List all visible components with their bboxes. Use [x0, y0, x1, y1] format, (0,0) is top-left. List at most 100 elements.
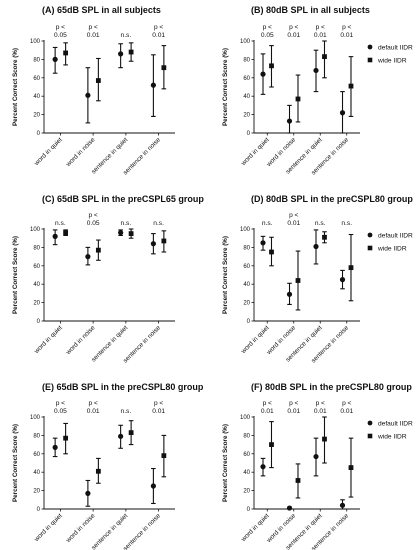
data-point-square: [128, 430, 134, 436]
significance-label: p <: [342, 24, 351, 31]
legend-label: wide IIDR: [377, 245, 407, 252]
y-tick-label: 20: [33, 113, 40, 119]
chart-panel-b: (B) 80dB SPL in all subjects Percent Corr…: [222, 5, 413, 177]
x-category-label: word in quiet: [32, 324, 63, 355]
data-point-circle: [339, 277, 346, 283]
x-category-label: word in noise: [64, 324, 97, 357]
data-point-circle: [286, 291, 293, 297]
significance-label: p <: [289, 400, 298, 407]
panel-title: (B) 80dB SPL in all subjects: [251, 5, 370, 15]
significance-label: n.s.: [315, 220, 326, 227]
data-point-circle: [260, 464, 266, 470]
legend-label: wide IIDR: [377, 433, 407, 440]
significance-label: 0.01: [287, 408, 300, 415]
y-tick-label: 20: [243, 301, 250, 307]
data-point-square: [128, 231, 134, 236]
significance-label: p <: [342, 400, 351, 407]
data-point-square: [269, 249, 274, 255]
x-category-label: word in quiet: [32, 136, 63, 167]
chart-panel-d: (D) 80dB SPL in the preCSPL80 group Perce…: [222, 194, 413, 365]
significance-label: n.s.: [262, 220, 273, 227]
data-point-circle: [118, 230, 124, 236]
data-point-square: [63, 435, 69, 441]
y-tick-label: 100: [30, 39, 41, 45]
y-tick-label: 100: [240, 227, 251, 233]
legend: default IIDR wide IIDR: [367, 232, 413, 252]
panel-title: (D) 80dB SPL in the preCSPL80 group: [251, 194, 413, 204]
y-tick-label: 20: [243, 113, 250, 119]
legend-marker-square: [367, 57, 373, 63]
significance-label: 0.01: [87, 32, 100, 39]
data-point-circle: [339, 110, 346, 116]
y-tick-label: 40: [33, 470, 40, 476]
y-tick-label: 60: [33, 452, 40, 458]
y-tick-label: 80: [33, 433, 40, 439]
data-point-square: [295, 478, 301, 483]
data-point-square: [161, 65, 167, 71]
y-axis-label: Percent Correct Score (%): [12, 236, 19, 314]
legend-marker-square: [367, 245, 373, 251]
panel-title: (C) 65dB SPL in the preCSPL65 group: [42, 194, 204, 204]
data-point-square: [95, 247, 101, 253]
significance-label: 0.01: [152, 408, 165, 415]
y-tick-label: 60: [243, 452, 250, 458]
significance-label: n.s.: [341, 220, 352, 227]
data-point-square: [269, 442, 274, 447]
significance-label: 0.01: [261, 408, 274, 415]
data-point-square: [161, 238, 167, 244]
data-point-square: [295, 278, 301, 283]
significance-label: 0.05: [261, 32, 274, 39]
significance-label: n.s.: [55, 220, 66, 227]
significance-label: 0.01: [314, 408, 327, 415]
data-point-square: [322, 234, 327, 240]
y-tick-label: 0: [247, 507, 251, 513]
y-axis-label: Percent Correct Score (%): [12, 48, 19, 126]
data-point-square: [95, 78, 101, 83]
data-point-circle: [52, 56, 58, 63]
significance-label: 0.01: [287, 220, 300, 227]
significance-label: p <: [56, 400, 65, 407]
significance-label: 0.01: [314, 32, 327, 39]
y-tick-label: 40: [243, 282, 250, 288]
y-tick-label: 80: [33, 57, 40, 63]
significance-label: n.s.: [121, 32, 132, 39]
chart-panel-e: (E) 65dB SPL in the preCSPL80 group Perce…: [12, 382, 204, 550]
y-tick-label: 80: [243, 245, 250, 251]
y-tick-label: 40: [33, 94, 40, 100]
data-point-square: [348, 265, 354, 271]
legend-label: wide IIDR: [377, 57, 407, 64]
y-tick-label: 80: [243, 433, 250, 439]
y-tick-label: 40: [33, 282, 40, 288]
significance-label: p <: [88, 24, 97, 31]
data-point-circle: [286, 118, 293, 124]
panel-title: (E) 65dB SPL in the preCSPL80 group: [42, 382, 204, 392]
data-point-circle: [118, 51, 124, 57]
data-point-circle: [260, 71, 266, 77]
data-point-square: [269, 63, 274, 69]
data-point-circle: [118, 433, 124, 439]
significance-label: 0.05: [87, 220, 100, 227]
y-tick-label: 0: [37, 319, 41, 325]
significance-label: n.s.: [153, 220, 164, 227]
significance-label: p <: [263, 400, 272, 407]
chart-panel-c: (C) 65dB SPL in the preCSPL65 group Perce…: [12, 194, 204, 365]
y-tick-label: 0: [37, 507, 41, 513]
y-tick-label: 20: [33, 301, 40, 307]
legend-label: default IIDR: [378, 420, 413, 427]
data-point-square: [348, 465, 354, 470]
significance-label: 0.01: [340, 32, 353, 39]
data-point-square: [63, 230, 69, 236]
y-tick-label: 100: [240, 39, 251, 45]
x-category-label: word in noise: [64, 512, 97, 545]
y-tick-label: 100: [30, 415, 41, 421]
y-tick-label: 0: [37, 131, 41, 137]
y-axis-label: Percent Correct Score (%): [222, 236, 229, 314]
significance-label: p <: [154, 400, 163, 407]
y-axis-label: Percent Correct Score (%): [222, 424, 229, 502]
panel-title: (F) 80dB SPL in the preCSPL80 group: [251, 382, 412, 392]
data-point-circle: [313, 67, 319, 74]
chart-panel-f: (F) 80dB SPL in the preCSPL80 group Perce…: [222, 382, 413, 550]
y-tick-label: 0: [247, 319, 251, 325]
y-tick-label: 100: [30, 227, 41, 233]
x-category-label: word in noise: [64, 136, 97, 169]
